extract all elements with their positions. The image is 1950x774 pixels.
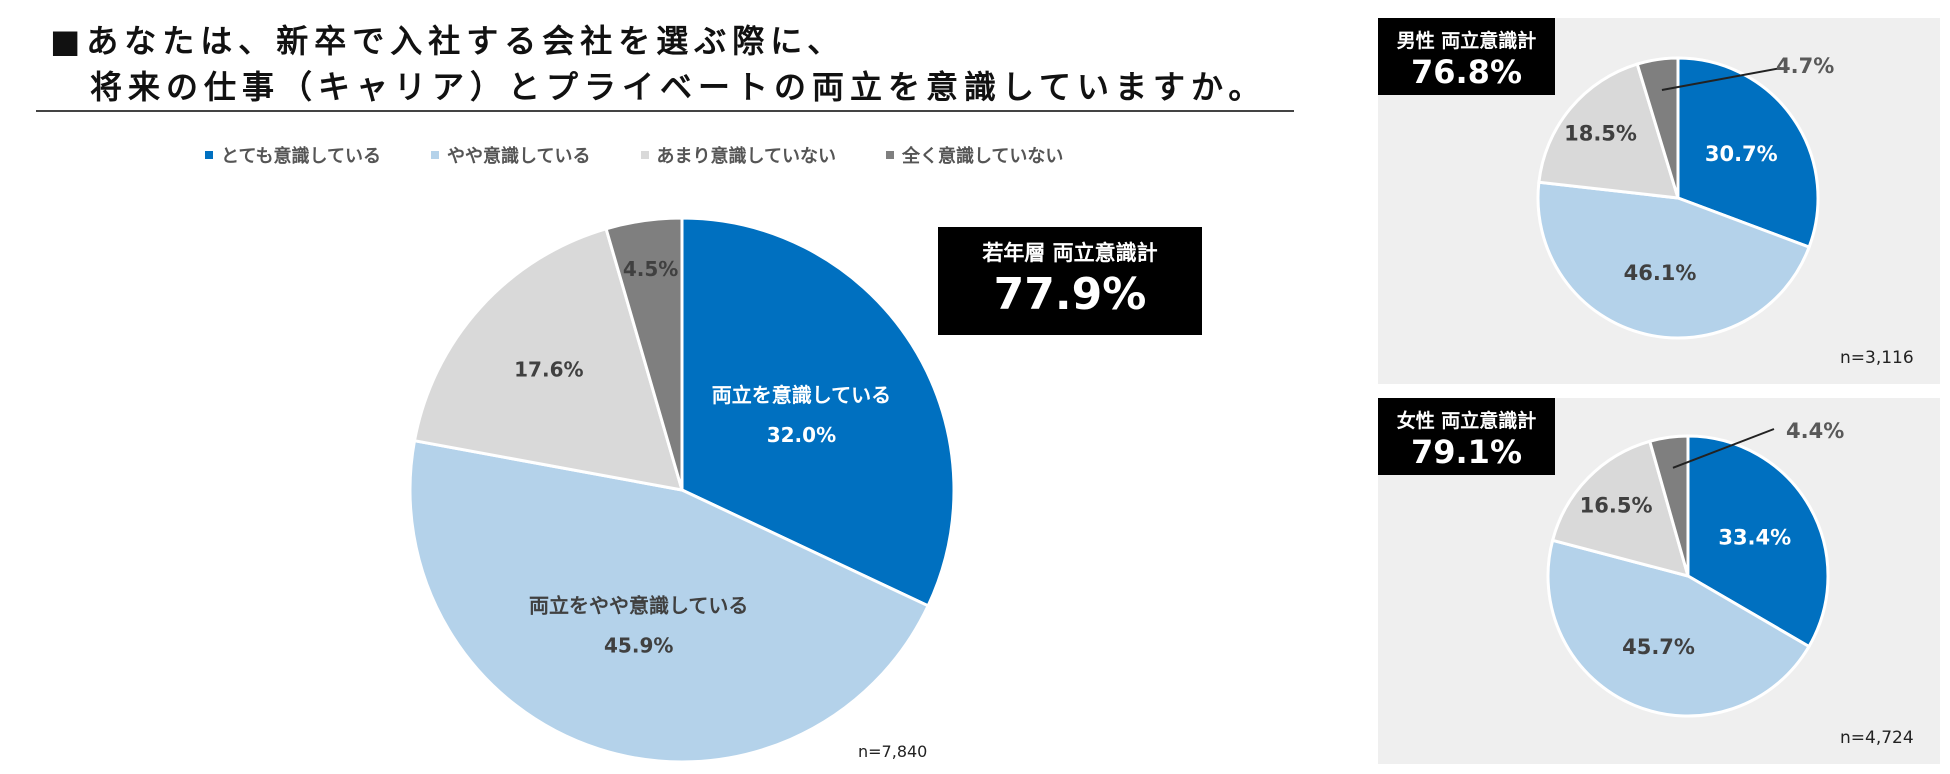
slice-caption-somewhat: 両立をやや意識している [529, 594, 748, 618]
legend-item-not-at-all: 全く意識していない [885, 142, 1064, 168]
legend-label-very: とても意識している [221, 146, 382, 167]
pie-slice-very [1686, 434, 1830, 649]
pie-slice-not-at-all [1647, 434, 1690, 577]
title-divider [36, 110, 1294, 112]
legend-label-not-at-all: 全く意識していない [901, 146, 1064, 167]
data-label-not-much: 16.5% [1580, 493, 1653, 517]
legend-item-somewhat: やや意識している [431, 142, 591, 168]
chart-legend: とても意識している やや意識している あまり意識していない 全く意識していない [205, 142, 1063, 168]
legend-item-not-much: あまり意識していない [640, 142, 836, 168]
male-panel: 30.7% 46.1% 18.5% 4.7% 男性 両立意識計 76.8% n=3,1… [1378, 18, 1940, 384]
female-total-label: 女性 両立意識計 [1396, 410, 1537, 432]
male-total-label: 男性 両立意識計 [1396, 30, 1537, 52]
leader-line-not-at-all [1672, 428, 1775, 469]
pie-slice-not-much [1537, 62, 1681, 200]
main-pie-chart: 両立を意識している 32.0% 両立をやや意識している 45.9% 17.6% 4.5% [408, 216, 956, 764]
female-panel: 33.4% 45.7% 16.5% 4.4% 女性 両立意識計 79.1% n=4,7… [1378, 398, 1940, 764]
female-total-value: 79.1% [1410, 433, 1522, 471]
pie-slice-not-at-all [1635, 56, 1680, 199]
legend-swatch-not-much [640, 151, 649, 159]
data-label-somewhat: 45.9% [604, 634, 673, 658]
main-total-box: 若年層 両立意識計 77.9% [938, 227, 1202, 335]
male-total-box: 男性 両立意識計 76.8% [1378, 18, 1555, 95]
data-label-not-at-all: 4.4% [1786, 419, 1844, 443]
legend-swatch-not-at-all [885, 151, 894, 159]
male-total-value: 76.8% [1410, 53, 1522, 91]
pie-slice-very [1676, 56, 1820, 250]
pie-slice-not-at-all [604, 216, 684, 491]
pie-slice-not-much [1550, 439, 1691, 579]
legend-label-somewhat: やや意識している [447, 146, 591, 167]
main-total-label: 若年層 両立意識計 [982, 241, 1158, 265]
pie-slice-somewhat [1546, 538, 1812, 718]
page-title: ■あなたは、新卒で入社する会社を選ぶ際に、 将来の仕事（キャリア）とプライベート… [50, 18, 1266, 110]
data-label-somewhat: 45.7% [1622, 635, 1695, 659]
female-sample-size: n=4,724 [1840, 728, 1914, 748]
title-line-2: 将来の仕事（キャリア）とプライベートの両立を意識していますか。 [90, 68, 1267, 106]
data-label-very: 30.7% [1705, 142, 1778, 166]
main-total-value: 77.9% [993, 269, 1147, 320]
slice-caption-very: 両立を意識している [712, 383, 891, 407]
data-label-not-at-all: 4.5% [623, 257, 678, 281]
leader-line-not-at-all [1661, 67, 1782, 91]
pie-slice-very [680, 216, 956, 608]
male-pie-chart: 30.7% 46.1% 18.5% 4.7% [1536, 54, 1834, 340]
pie-slice-somewhat [408, 438, 931, 764]
female-pie-chart: 33.4% 45.7% 16.5% 4.4% [1546, 419, 1844, 718]
legend-swatch-somewhat [431, 151, 440, 159]
title-line-1: ■あなたは、新卒で入社する会社を選ぶ際に、 [50, 22, 846, 60]
pie-slice-not-much [412, 226, 685, 492]
pie-slice-somewhat [1536, 180, 1812, 340]
legend-swatch-very [205, 151, 213, 159]
data-label-not-much: 17.6% [514, 358, 583, 382]
main-sample-size: n=7,840 [858, 742, 928, 761]
legend-item-very: とても意識している [205, 142, 381, 168]
female-total-box: 女性 両立意識計 79.1% [1378, 398, 1555, 475]
data-label-very: 33.4% [1718, 526, 1791, 550]
legend-label-not-much: あまり意識していない [656, 146, 836, 167]
data-label-somewhat: 46.1% [1624, 261, 1697, 285]
data-label-not-at-all: 4.7% [1776, 54, 1834, 78]
data-label-very: 32.0% [767, 423, 836, 447]
male-sample-size: n=3,116 [1840, 348, 1914, 368]
data-label-not-much: 18.5% [1564, 122, 1637, 146]
